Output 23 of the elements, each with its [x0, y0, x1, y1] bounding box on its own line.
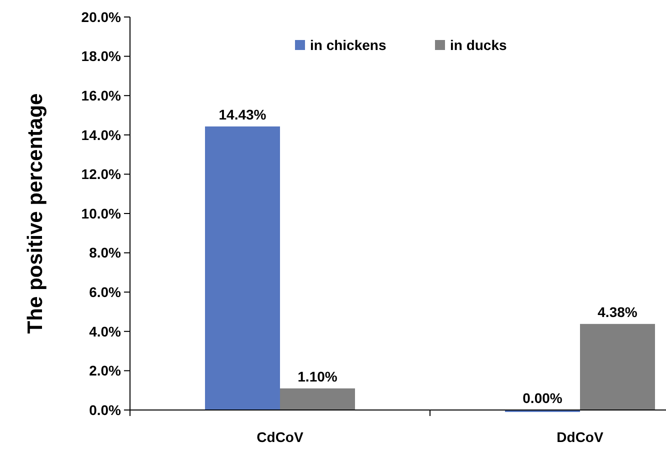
y-tick-label: 4.0% [89, 323, 122, 340]
y-tick-label: 14.0% [81, 126, 122, 143]
data-label: 14.43% [218, 106, 267, 122]
y-tick-label: 12.0% [81, 166, 122, 182]
bar [580, 324, 655, 410]
legend-label: in chickens [310, 36, 386, 53]
y-tick-label: 20.0% [81, 8, 122, 25]
y-tick-label: 18.0% [81, 48, 122, 64]
x-tick-label: DdCoV [556, 429, 604, 445]
data-label: 0.00% [522, 390, 563, 406]
bar [280, 388, 355, 410]
y-tick-label: 0.0% [89, 402, 122, 418]
bar [205, 126, 280, 410]
data-label: 1.10% [298, 368, 338, 384]
y-tick-label: 10.0% [81, 205, 122, 222]
y-axis-title: The positive percentage [24, 93, 47, 334]
x-tick-label: CdCoV [256, 429, 304, 445]
data-label: 4.38% [598, 304, 638, 320]
y-tick-label: 16.0% [81, 88, 122, 104]
legend-label: in ducks [450, 36, 508, 53]
y-tick-label: 8.0% [89, 244, 122, 261]
y-tick-label: 6.0% [89, 284, 122, 300]
y-tick-label: 2.0% [89, 362, 122, 379]
